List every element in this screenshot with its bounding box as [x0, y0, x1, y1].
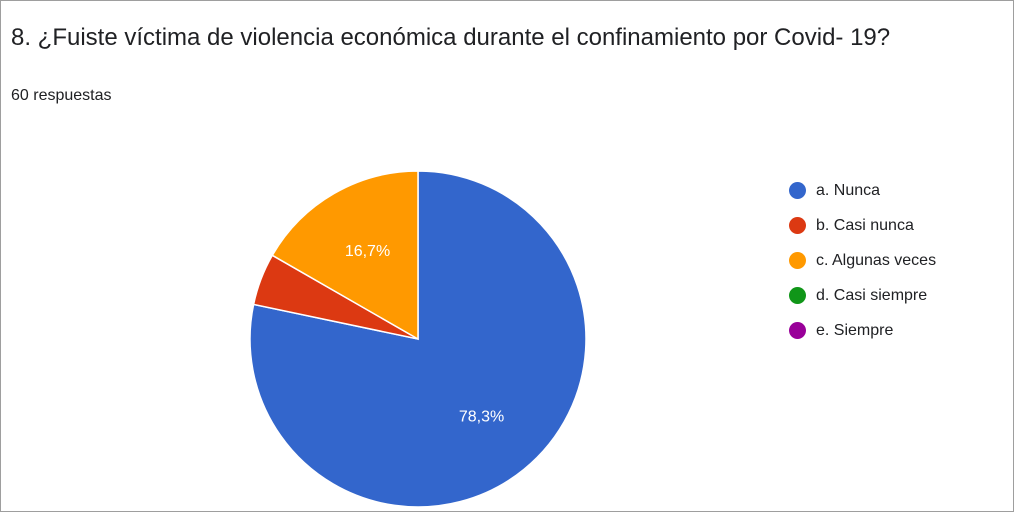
legend-label: b. Casi nunca [816, 216, 914, 234]
legend-label: e. Siempre [816, 321, 894, 339]
response-count: 60 respuestas [11, 87, 112, 104]
legend-item-5[interactable]: e. Siempre [789, 313, 936, 348]
chart-legend: a. Nunca b. Casi nunca c. Algunas veces d. … [789, 173, 936, 348]
legend-label: d. Casi siempre [816, 286, 928, 304]
legend-swatch [789, 252, 806, 269]
legend-label: a. Nunca [816, 181, 881, 199]
legend-swatch [789, 322, 806, 339]
pie-data-label-1: 78,3% [459, 408, 504, 425]
legend-swatch [789, 182, 806, 199]
pie-data-label-3: 16,7% [345, 243, 390, 260]
pie-slices [249, 170, 587, 508]
pie-slice-3[interactable] [271, 170, 419, 341]
legend-swatch [789, 287, 806, 304]
legend-swatch [789, 217, 806, 234]
pie-data-labels: 78,3% 16,7% [345, 243, 504, 426]
legend-item-1[interactable]: a. Nunca [789, 173, 936, 208]
legend-item-4[interactable]: d. Casi siempre [789, 278, 936, 313]
legend-label: c. Algunas veces [816, 251, 937, 269]
legend-item-3[interactable]: c. Algunas veces [789, 243, 936, 278]
chart-title: 8. ¿Fuiste víctima de violencia económic… [11, 24, 891, 51]
legend-item-2[interactable]: b. Casi nunca [789, 208, 936, 243]
pie-slice-1[interactable] [249, 170, 587, 508]
